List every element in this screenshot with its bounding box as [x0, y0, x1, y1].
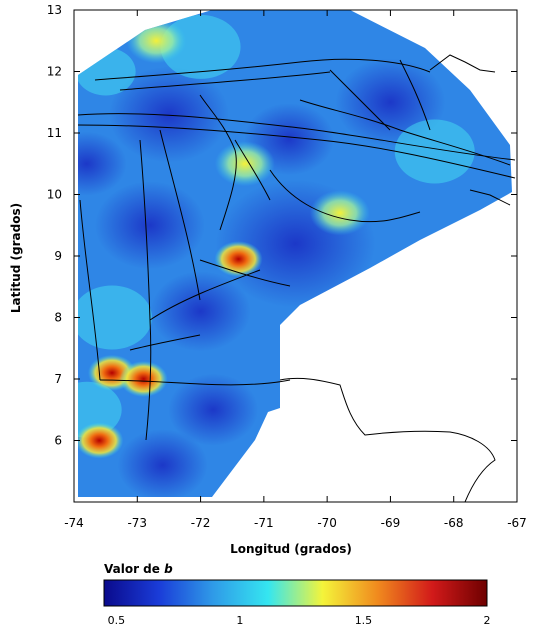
- x-tick-label: -67: [507, 516, 527, 530]
- y-tick-label: 11: [47, 126, 62, 140]
- y-tick-label: 12: [47, 65, 62, 79]
- colorbar-title: Valor de b: [104, 562, 173, 576]
- y-tick-label: 7: [54, 372, 62, 386]
- high-b-hotspot: [119, 361, 168, 397]
- low-b-region: [150, 271, 251, 352]
- high-b-hotspot: [214, 141, 275, 187]
- colorbar-title-var: b: [164, 562, 173, 576]
- fault-line: [94, 58, 431, 81]
- fault-line: [79, 199, 101, 381]
- colorbar-tick-label: 1: [236, 614, 243, 627]
- x-tick-label: -73: [127, 516, 147, 530]
- colorbar-tick-label: 0.5: [108, 614, 126, 627]
- fault-line: [159, 129, 201, 301]
- low-b-region: [78, 131, 127, 196]
- fault-line: [399, 59, 431, 131]
- axis-ticks: [73, 9, 518, 502]
- colorbar: [103, 579, 488, 607]
- fault-line: [77, 113, 516, 161]
- fault-lines: [77, 54, 516, 502]
- colorbar-tick-label: 1.5: [355, 614, 373, 627]
- fault-line: [119, 71, 331, 91]
- fault-line: [269, 169, 421, 223]
- fault-line: [299, 99, 511, 166]
- fault-line: [77, 124, 516, 179]
- low-b-region: [168, 373, 259, 446]
- fault-line: [139, 139, 152, 441]
- coastline: [279, 377, 496, 502]
- colorbar-title-prefix: Valor de: [104, 562, 160, 576]
- x-tick-label: -69: [381, 516, 401, 530]
- fault-line: [199, 94, 237, 231]
- fault-line: [149, 269, 261, 321]
- low-b-region: [117, 429, 208, 497]
- high-b-hotspot: [214, 241, 263, 278]
- fault-line: [129, 334, 201, 351]
- high-b-hotspot: [78, 422, 124, 459]
- low-b-region: [108, 66, 229, 163]
- b-value-field: [78, 10, 512, 497]
- x-tick-label: -72: [191, 516, 211, 530]
- x-tick-label: -70: [317, 516, 337, 530]
- y-axis-title: Latitud (grados): [9, 203, 23, 313]
- high-b-hotspot: [126, 18, 187, 64]
- mid-b-region: [78, 47, 136, 96]
- x-tick-label: -68: [444, 516, 464, 530]
- y-tick-label: 6: [54, 434, 62, 448]
- y-tick-label: 13: [47, 3, 62, 17]
- fault-line: [234, 139, 271, 201]
- mid-b-region: [78, 285, 152, 350]
- coastline: [469, 189, 511, 206]
- fault-line: [329, 69, 391, 131]
- y-tick-label: 10: [47, 188, 62, 202]
- fault-line: [99, 379, 291, 386]
- y-tick-label: 8: [54, 311, 62, 325]
- high-b-hotspot: [309, 190, 370, 236]
- fault-line: [199, 259, 291, 287]
- low-b-region: [94, 181, 205, 270]
- y-tick-label: 9: [54, 249, 62, 263]
- x-axis-title: Longitud (grados): [230, 542, 352, 556]
- x-tick-label: -74: [64, 516, 84, 530]
- x-tick-label: -71: [254, 516, 274, 530]
- mid-b-region: [394, 119, 475, 184]
- coastline: [429, 54, 496, 73]
- colorbar-tick-label: 2: [484, 614, 491, 627]
